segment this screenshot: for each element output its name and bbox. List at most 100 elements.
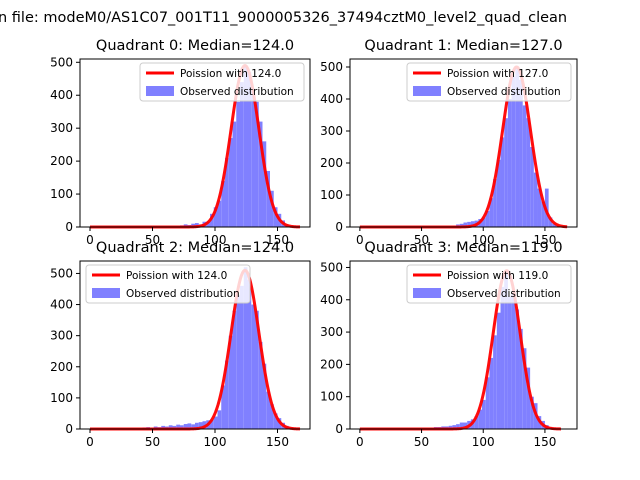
histogram-bar <box>448 425 453 429</box>
histogram-bar <box>270 404 274 429</box>
histogram-bar <box>515 309 520 429</box>
x-tick-label: 150 <box>533 233 556 247</box>
y-tick-label: 500 <box>320 260 343 274</box>
histogram-bar <box>217 200 222 227</box>
legend-box <box>85 264 251 304</box>
histogram-bar <box>530 147 534 227</box>
legend-label-observed: Observed distribution <box>447 86 561 98</box>
histogram-bar <box>515 67 520 227</box>
x-tick-label: 0 <box>356 233 364 247</box>
histogram-bar <box>210 419 214 429</box>
histogram-bar <box>511 76 516 227</box>
y-tick-label: 100 <box>320 390 343 404</box>
y-tick-label: 0 <box>335 220 343 234</box>
histogram-bar <box>548 217 553 227</box>
axes-frame <box>349 260 578 430</box>
y-tick-label: 200 <box>320 156 343 170</box>
histogram-bar <box>262 363 267 429</box>
subplot-title: Quadrant 3: Median=119.0 <box>364 240 562 256</box>
legend-bar-swatch <box>413 288 441 298</box>
y-tick-label: 100 <box>50 187 73 201</box>
histogram-bar <box>255 101 259 227</box>
subplot-quadrant-3: Quadrant 3: Median=119.0 0 50 100 150 0 100 200… <box>320 240 578 449</box>
histogram-bar <box>504 270 508 429</box>
histogram-bar <box>195 422 199 429</box>
legend: Poission with 124.0 Observed distribution <box>85 264 251 304</box>
x-tick-label: 50 <box>145 233 160 247</box>
axes-frame <box>349 58 578 228</box>
histogram-bar <box>266 391 270 429</box>
subplot-quadrant-1: Quadrant 1: Median=127.0 0 50 100 150 0 100 200… <box>320 38 578 247</box>
histogram-bar <box>507 296 512 429</box>
x-tick-label: 0 <box>356 435 364 449</box>
histogram-bar <box>243 267 248 429</box>
y-tick-label: 300 <box>50 121 73 135</box>
y-tick-label: 400 <box>320 92 343 106</box>
histogram-bar <box>247 279 252 429</box>
histogram-bar <box>213 207 218 227</box>
legend-box <box>139 62 305 102</box>
legend: Poission with 127.0 Observed distribution <box>406 62 572 102</box>
histogram-bar <box>273 207 278 227</box>
histogram-bar <box>470 221 475 227</box>
x-tick-label: 50 <box>414 233 429 247</box>
x-tick-label: 50 <box>145 435 160 449</box>
histogram-bar <box>228 335 233 429</box>
y-tick-label: 500 <box>50 55 73 69</box>
legend: Poission with 119.0 Observed distribution <box>406 264 572 304</box>
histogram-bar <box>489 357 494 429</box>
histogram-bar <box>172 425 177 429</box>
figure-suptitle: n file: modeM0/AS1C07_001T11_9000005326_… <box>0 10 567 26</box>
histogram-bar <box>459 223 464 227</box>
histogram-bar <box>474 416 479 429</box>
y-tick-label: 400 <box>50 298 73 312</box>
histogram-bar <box>482 399 486 429</box>
histogram-bar <box>526 118 531 227</box>
subplot-title: Quadrant 1: Median=127.0 <box>364 38 562 54</box>
y-tick-label: 200 <box>50 154 73 168</box>
histogram-bar <box>217 410 222 429</box>
histogram-bar <box>198 422 203 429</box>
histogram-bar <box>180 425 184 429</box>
legend-label-poisson: Poission with 127.0 <box>447 68 548 80</box>
histogram-bar <box>541 201 545 227</box>
x-tick-label: 0 <box>86 435 94 449</box>
x-tick-label: 150 <box>266 233 289 247</box>
axes-frame <box>79 58 311 228</box>
y-tick-label: 200 <box>50 360 73 374</box>
histogram-bar <box>243 65 248 228</box>
legend-label-observed: Observed distribution <box>447 288 561 300</box>
x-tick-label: 100 <box>472 435 495 449</box>
x-tick-label: 100 <box>472 233 495 247</box>
legend-label-poisson: Poission with 124.0 <box>180 68 281 80</box>
legend-label-poisson: Poission with 124.0 <box>126 270 227 282</box>
histogram-bar <box>266 171 270 227</box>
histogram-bar <box>262 141 267 227</box>
histogram-bar <box>176 424 180 429</box>
histogram-bar <box>168 425 173 429</box>
histogram-bar <box>232 310 237 429</box>
histogram-bar <box>493 335 497 429</box>
legend-box <box>406 264 572 304</box>
subplot-quadrant-0: Quadrant 0: Median=124.0 0 50 100 150 0 100 200… <box>50 38 311 247</box>
histogram-bar <box>533 172 538 227</box>
histogram-bar <box>251 88 255 227</box>
legend-label-observed: Observed distribution <box>126 288 240 300</box>
histogram-bar <box>463 422 468 429</box>
histogram-bar <box>251 304 255 429</box>
histogram-bar <box>485 377 490 429</box>
histogram-bar <box>240 285 244 429</box>
histogram-bar <box>519 328 523 429</box>
histogram-bar <box>500 286 505 429</box>
histogram-bar <box>258 341 263 429</box>
observed-histogram <box>180 65 293 228</box>
histogram-bar <box>511 293 516 429</box>
histogram-bar <box>485 211 490 227</box>
y-tick-label: 200 <box>320 357 343 371</box>
histogram-bar <box>456 424 460 429</box>
x-tick-label: 150 <box>533 435 556 449</box>
histogram-bar <box>187 423 192 429</box>
legend-bar-swatch <box>92 288 120 298</box>
axes-root: Quadrant 0: Median=124.0 0 50 100 150 0 100 200… <box>50 38 578 449</box>
